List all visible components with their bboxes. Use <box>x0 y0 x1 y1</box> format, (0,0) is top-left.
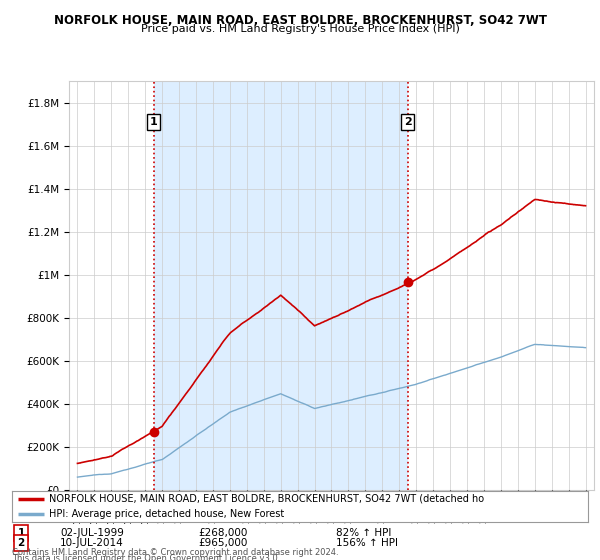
Text: 2: 2 <box>404 117 412 127</box>
Text: Price paid vs. HM Land Registry's House Price Index (HPI): Price paid vs. HM Land Registry's House … <box>140 24 460 34</box>
Text: HPI: Average price, detached house, New Forest: HPI: Average price, detached house, New … <box>49 509 284 519</box>
Text: NORFOLK HOUSE, MAIN ROAD, EAST BOLDRE, BROCKENHURST, SO42 7WT (detached ho: NORFOLK HOUSE, MAIN ROAD, EAST BOLDRE, B… <box>49 494 485 504</box>
Text: This data is licensed under the Open Government Licence v3.0.: This data is licensed under the Open Gov… <box>12 554 280 560</box>
Text: 82% ↑ HPI: 82% ↑ HPI <box>336 528 391 538</box>
Text: £965,000: £965,000 <box>198 538 247 548</box>
Text: 1: 1 <box>17 528 25 538</box>
Text: NORFOLK HOUSE, MAIN ROAD, EAST BOLDRE, BROCKENHURST, SO42 7WT: NORFOLK HOUSE, MAIN ROAD, EAST BOLDRE, B… <box>53 14 547 27</box>
Text: 1: 1 <box>150 117 158 127</box>
Text: 2: 2 <box>17 538 25 548</box>
Text: £268,000: £268,000 <box>198 528 247 538</box>
Bar <box>154 81 408 490</box>
Text: 02-JUL-1999: 02-JUL-1999 <box>60 528 124 538</box>
Text: Contains HM Land Registry data © Crown copyright and database right 2024.: Contains HM Land Registry data © Crown c… <box>12 548 338 557</box>
Text: 10-JUL-2014: 10-JUL-2014 <box>60 538 124 548</box>
Text: 156% ↑ HPI: 156% ↑ HPI <box>336 538 398 548</box>
